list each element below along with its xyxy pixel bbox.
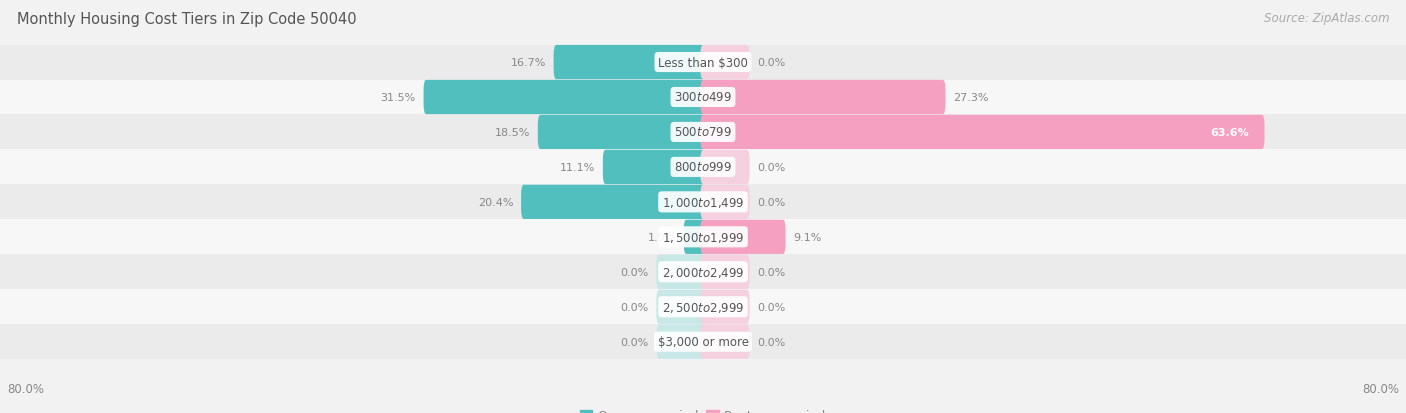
FancyBboxPatch shape	[700, 290, 749, 324]
FancyBboxPatch shape	[700, 185, 749, 219]
FancyBboxPatch shape	[603, 150, 706, 185]
Text: $500 to $799: $500 to $799	[673, 126, 733, 139]
Text: Monthly Housing Cost Tiers in Zip Code 50040: Monthly Housing Cost Tiers in Zip Code 5…	[17, 12, 357, 27]
FancyBboxPatch shape	[683, 220, 706, 254]
Text: 0.0%: 0.0%	[758, 267, 786, 277]
Text: 80.0%: 80.0%	[7, 382, 44, 395]
Text: 0.0%: 0.0%	[620, 337, 648, 347]
Bar	[0, 325, 1406, 359]
Text: 31.5%: 31.5%	[381, 93, 416, 103]
Text: 11.1%: 11.1%	[560, 162, 595, 173]
FancyBboxPatch shape	[700, 81, 945, 115]
FancyBboxPatch shape	[554, 46, 706, 80]
Text: 20.4%: 20.4%	[478, 197, 513, 207]
FancyBboxPatch shape	[700, 255, 749, 289]
Bar	[0, 255, 1406, 290]
Text: 80.0%: 80.0%	[1362, 382, 1399, 395]
Text: $300 to $499: $300 to $499	[673, 91, 733, 104]
Text: 16.7%: 16.7%	[510, 58, 546, 68]
FancyBboxPatch shape	[700, 46, 749, 80]
Text: 27.3%: 27.3%	[953, 93, 988, 103]
Text: 18.5%: 18.5%	[495, 128, 530, 138]
Text: 0.0%: 0.0%	[758, 58, 786, 68]
Text: $1,500 to $1,999: $1,500 to $1,999	[662, 230, 744, 244]
Text: 0.0%: 0.0%	[758, 337, 786, 347]
Text: 1.9%: 1.9%	[647, 232, 676, 242]
Text: Source: ZipAtlas.com: Source: ZipAtlas.com	[1264, 12, 1389, 25]
Bar	[0, 115, 1406, 150]
FancyBboxPatch shape	[423, 81, 706, 115]
Text: 9.1%: 9.1%	[793, 232, 823, 242]
FancyBboxPatch shape	[657, 325, 706, 359]
FancyBboxPatch shape	[657, 255, 706, 289]
FancyBboxPatch shape	[700, 325, 749, 359]
Text: 63.6%: 63.6%	[1211, 128, 1249, 138]
Text: $2,500 to $2,999: $2,500 to $2,999	[662, 300, 744, 314]
FancyBboxPatch shape	[700, 220, 786, 254]
Text: $1,000 to $1,499: $1,000 to $1,499	[662, 195, 744, 209]
Text: 0.0%: 0.0%	[758, 162, 786, 173]
Bar	[0, 185, 1406, 220]
Text: 0.0%: 0.0%	[758, 197, 786, 207]
Bar	[0, 220, 1406, 255]
FancyBboxPatch shape	[522, 185, 706, 219]
FancyBboxPatch shape	[657, 290, 706, 324]
Bar	[0, 150, 1406, 185]
Bar	[0, 80, 1406, 115]
FancyBboxPatch shape	[700, 150, 749, 185]
Text: $2,000 to $2,499: $2,000 to $2,499	[662, 265, 744, 279]
Text: 0.0%: 0.0%	[620, 267, 648, 277]
FancyBboxPatch shape	[700, 116, 1264, 150]
Text: Less than $300: Less than $300	[658, 57, 748, 69]
Text: $3,000 or more: $3,000 or more	[658, 335, 748, 348]
Bar	[0, 45, 1406, 80]
Text: $800 to $999: $800 to $999	[673, 161, 733, 174]
Text: 0.0%: 0.0%	[620, 302, 648, 312]
FancyBboxPatch shape	[537, 116, 706, 150]
Bar	[0, 290, 1406, 325]
Text: 0.0%: 0.0%	[758, 302, 786, 312]
Legend: Owner-occupied, Renter-occupied: Owner-occupied, Renter-occupied	[579, 409, 827, 413]
